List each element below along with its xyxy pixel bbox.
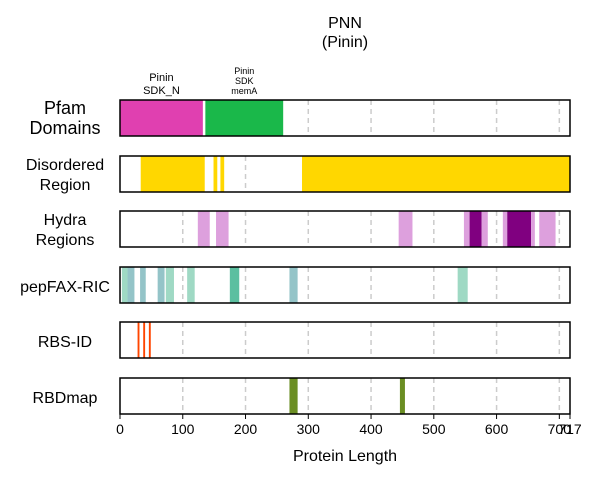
x-tick-label: 200 xyxy=(234,421,258,437)
track-label: RBS-ID xyxy=(38,334,92,351)
tracks: PfamDomainsPininSDK_NPininSDKmemADisorde… xyxy=(20,66,571,415)
x-tick-label: 500 xyxy=(422,421,446,437)
track-disordered: Disordered Region xyxy=(26,155,571,194)
track-segment xyxy=(289,267,298,303)
track-frame xyxy=(119,99,571,137)
track-segment xyxy=(165,267,174,303)
track-label: Regions xyxy=(36,232,95,249)
track-label: pepFAX-RIC xyxy=(20,279,110,296)
track-segment xyxy=(197,211,210,247)
domain-annotation: SDK_N xyxy=(143,85,180,97)
track-frame xyxy=(119,321,571,359)
x-tick-label: 717 xyxy=(558,421,582,437)
track-segment xyxy=(205,100,284,136)
track-rbdmap: RBDmap xyxy=(33,377,571,415)
track-segment xyxy=(399,378,405,414)
track-label: Disordered xyxy=(26,157,104,174)
track-segment xyxy=(143,322,146,358)
chart-title-line: PNN xyxy=(328,15,362,32)
x-tick-label: 300 xyxy=(297,421,321,437)
track-segment xyxy=(213,156,218,192)
track-frame xyxy=(119,266,571,304)
chart-title: PNN (Pinin) xyxy=(322,15,368,51)
chart-title-line: (Pinin) xyxy=(322,34,368,51)
domain-annotation: SDK xyxy=(235,76,254,86)
track-label: Hydra xyxy=(44,212,87,229)
domain-annotation: memA xyxy=(231,86,257,96)
x-tick-label: 400 xyxy=(359,421,383,437)
track-segment xyxy=(140,156,205,192)
x-tick-label: 600 xyxy=(485,421,509,437)
track-segment xyxy=(120,100,203,136)
track-segment xyxy=(187,267,195,303)
track-label: Domains xyxy=(29,118,100,138)
x-axis-title: Protein Length xyxy=(293,448,397,465)
track-frame xyxy=(119,155,571,193)
track-segment xyxy=(457,267,468,303)
track-segment xyxy=(216,211,229,247)
vertical-grid xyxy=(182,100,561,414)
x-tick-label: 0 xyxy=(116,421,124,437)
track-segment xyxy=(127,267,135,303)
track-segment xyxy=(531,211,535,247)
track-label: RBDmap xyxy=(33,390,98,407)
track-segment xyxy=(481,211,488,247)
track-segment xyxy=(463,211,470,247)
track-rbsid: RBS-ID xyxy=(38,321,571,359)
track-segment xyxy=(502,211,508,247)
track-label: Region xyxy=(40,177,91,194)
track-segment xyxy=(220,156,225,192)
track-segment xyxy=(469,211,482,247)
track-segment xyxy=(539,211,556,247)
domain-annotation: Pinin xyxy=(234,66,254,76)
domain-annotation: Pinin xyxy=(149,72,173,84)
track-segment xyxy=(302,156,570,192)
track-frame xyxy=(119,377,571,415)
track-segment xyxy=(398,211,413,247)
track-segment xyxy=(140,267,146,303)
x-tick-label: 100 xyxy=(171,421,195,437)
track-frame xyxy=(119,210,571,248)
track-segment xyxy=(229,267,240,303)
track-hydra: Hydra Regions xyxy=(36,210,571,249)
x-tick-label: 700 xyxy=(548,421,572,437)
track-segment xyxy=(507,211,532,247)
track-segment xyxy=(148,322,151,358)
track-segment xyxy=(121,267,128,303)
track-segment xyxy=(157,267,165,303)
track-segment xyxy=(137,322,140,358)
track-label: Pfam xyxy=(44,98,86,118)
track-pepfax: pepFAX-RIC xyxy=(20,266,571,304)
track-segment xyxy=(289,378,298,414)
